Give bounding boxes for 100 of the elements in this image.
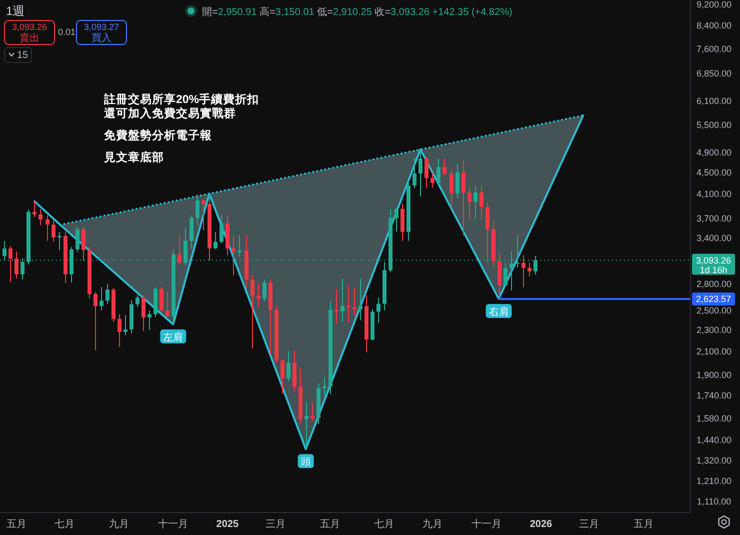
candlestick xyxy=(38,208,42,226)
candlestick xyxy=(118,314,122,348)
candlestick xyxy=(166,291,170,318)
candlestick xyxy=(52,220,56,242)
annotation: 免費盤勢分析電子報 xyxy=(103,128,213,142)
candlestick xyxy=(442,158,446,176)
candlestick xyxy=(250,274,254,350)
y-tick-label: 2,100.00 xyxy=(696,346,732,356)
candlestick xyxy=(160,286,164,312)
y-tick-label: 4,100.00 xyxy=(696,189,732,200)
candlestick xyxy=(8,246,12,283)
x-tick-label: 九月 xyxy=(108,518,129,530)
y-tick-label: 2,800.00 xyxy=(696,278,732,289)
y-tick-label: 6,850.00 xyxy=(696,68,732,79)
y-tick-label: 1,900.00 xyxy=(696,370,732,380)
candlestick xyxy=(340,278,344,323)
candlestick xyxy=(142,295,146,332)
candlestick xyxy=(456,163,460,200)
y-tick-label: 1,440.00 xyxy=(696,435,732,446)
annotation: 註冊交易所享20%手續費折扣 xyxy=(103,92,260,106)
candlestick xyxy=(214,231,218,250)
y-tick-label: 7,600.00 xyxy=(696,44,732,54)
x-tick-label: 七月 xyxy=(54,518,75,530)
candlestick xyxy=(32,200,36,218)
candlestick xyxy=(334,289,338,324)
text: 開=2,950.91 高=3,150.01 低=2,910.25 收=3,093.26 +142.35 (+4.82%) xyxy=(202,7,512,18)
candlestick xyxy=(304,402,308,450)
candlestick xyxy=(280,358,284,394)
candlestick xyxy=(106,283,110,304)
candlestick xyxy=(412,156,416,189)
annotation: 頭 xyxy=(300,457,311,468)
x-tick-label: 十一月 xyxy=(158,518,188,530)
candlestick xyxy=(220,214,224,244)
y-tick-label: 1,320.00 xyxy=(696,456,732,466)
candlestick xyxy=(462,158,466,236)
candlestick xyxy=(178,234,182,265)
candlestick xyxy=(376,297,380,324)
annotation: 見文章底部 xyxy=(103,150,164,164)
candlestick xyxy=(286,350,290,382)
y-tick-label: 9,200.00 xyxy=(696,0,732,10)
candlestick xyxy=(148,310,152,330)
candlestick xyxy=(418,148,422,197)
candlestick xyxy=(196,194,200,226)
annotation: 右肩 xyxy=(488,306,509,318)
x-tick-label: 九月 xyxy=(422,518,442,530)
x-tick-label: 五月 xyxy=(320,519,340,530)
candlestick xyxy=(46,214,50,242)
candlestick xyxy=(82,226,86,262)
candlestick xyxy=(346,284,350,322)
candlestick xyxy=(468,186,472,221)
y-tick-label: 2,500.00 xyxy=(696,306,732,316)
candlestick xyxy=(424,156,428,188)
annotation: 3,093.26 賣出 xyxy=(12,22,48,44)
candlestick xyxy=(436,158,440,185)
x-tick-label: 五月 xyxy=(633,519,654,530)
candlestick xyxy=(352,287,356,316)
candlestick xyxy=(262,279,266,302)
candlestick xyxy=(94,292,98,351)
x-tick-label: 五月 xyxy=(6,519,26,530)
annotation: 15 xyxy=(17,50,29,61)
y-tick-label: 3,400.00 xyxy=(696,233,732,244)
candlestick xyxy=(486,202,490,264)
y-tick-label: 6,100.00 xyxy=(696,96,732,106)
y-tick-label: 5,500.00 xyxy=(696,120,732,130)
text: 1d 16h xyxy=(700,265,728,275)
candlestick xyxy=(14,251,18,280)
candlestick xyxy=(232,234,236,276)
x-tick-label: 三月 xyxy=(266,519,286,530)
ref-line-label: 3,093.26 xyxy=(696,255,732,266)
candlestick xyxy=(522,254,526,288)
x-tick-label: 七月 xyxy=(374,518,394,530)
candlestick xyxy=(400,202,404,242)
x-tick-label: 2026 xyxy=(530,519,553,530)
candlestick xyxy=(358,278,362,321)
candlestick xyxy=(256,283,260,308)
candlestick xyxy=(474,186,478,220)
x-tick-label: 十一月 xyxy=(472,518,502,530)
annotation: 0.01 xyxy=(58,27,76,37)
candlestick xyxy=(100,286,104,311)
candlestick xyxy=(76,226,80,252)
candlestick xyxy=(528,262,532,277)
candlestick xyxy=(322,376,326,396)
chart-title: 1週 xyxy=(6,4,25,18)
candlestick xyxy=(480,185,484,220)
annotation: 還可加入免費交易實戰群 xyxy=(104,106,236,120)
candlestick xyxy=(202,198,206,231)
y-tick-label: 1,580.00 xyxy=(696,413,732,424)
y-tick-label: 4,500.00 xyxy=(696,167,732,178)
x-tick-label: 三月 xyxy=(579,519,600,530)
y-tick-label: 4,900.00 xyxy=(696,147,732,158)
y-tick-label: 1,110.00 xyxy=(696,496,732,506)
x-tick-label: 2025 xyxy=(216,519,239,530)
annotation: 左肩 xyxy=(163,331,184,344)
candlestick xyxy=(58,231,62,251)
candlestick xyxy=(394,208,398,232)
data-label: 2,623.57 xyxy=(696,294,732,304)
y-tick-label: 1,210.00 xyxy=(696,476,732,486)
y-tick-label: 3,700.00 xyxy=(696,213,732,224)
y-tick-label: 2,300.00 xyxy=(696,325,732,336)
candlestick xyxy=(504,262,508,287)
